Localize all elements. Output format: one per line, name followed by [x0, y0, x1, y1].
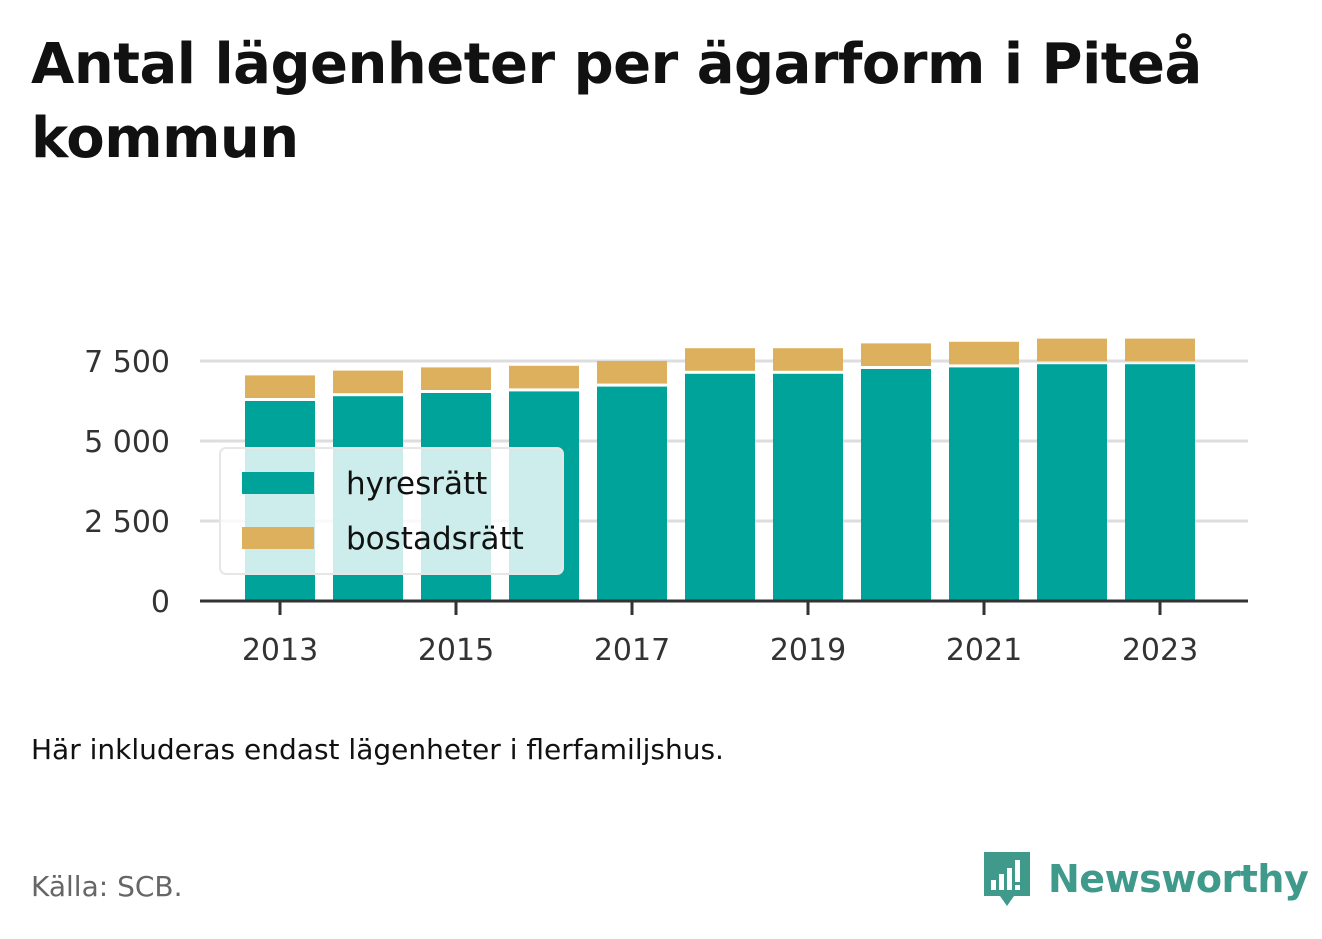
chart-source: Källa: SCB. [31, 870, 183, 903]
x-tick-label: 2015 [418, 633, 494, 668]
x-tick-label: 2023 [1122, 633, 1198, 668]
legend-swatch [242, 527, 314, 549]
chart: 0 2 500 5 000 7 500 2013 2015 2017 2019 2021 202… [84, 338, 1248, 668]
legend: hyresrätt bostadsrätt [219, 447, 564, 575]
y-tick-label: 7 500 [84, 345, 170, 380]
bar-bostadsratt-2019 [773, 348, 843, 371]
bar-bostadsratt-2013 [245, 375, 315, 398]
x-tick-label: 2019 [770, 633, 846, 668]
brand-name: Newsworthy [1048, 857, 1309, 901]
bar-bostadsratt-2017 [597, 361, 667, 384]
y-tick-label: 2 500 [84, 505, 170, 540]
bar-bostadsratt-2022 [1037, 338, 1107, 362]
bar-hyresratt-2023 [1125, 364, 1195, 601]
legend-label: bostadsrätt [346, 521, 524, 557]
legend-label: hyresrätt [346, 466, 487, 502]
bar-hyresratt-2022 [1037, 364, 1107, 601]
x-tick-label: 2021 [946, 633, 1022, 668]
x-tick-label: 2013 [242, 633, 318, 668]
bar-bostadsratt-2015 [421, 367, 491, 390]
bar-hyresratt-2019 [773, 373, 843, 601]
bar-bostadsratt-2016 [509, 365, 579, 389]
bar-bostadsratt-2020 [861, 343, 931, 366]
bar-bostadsratt-2014 [333, 370, 403, 394]
bar-hyresratt-2018 [685, 373, 755, 601]
y-axis: 0 2 500 5 000 7 500 [84, 345, 170, 620]
bar-hyresratt-2020 [861, 369, 931, 601]
brand[interactable]: Newsworthy [982, 850, 1309, 908]
y-tick-label: 5 000 [84, 425, 170, 460]
y-tick-label: 0 [151, 585, 170, 620]
bar-hyresratt-2017 [597, 386, 667, 601]
x-axis: 2013 2015 2017 2019 2021 2023 [200, 599, 1248, 668]
legend-swatch [242, 472, 314, 494]
x-tick-label: 2017 [594, 633, 670, 668]
bar-hyresratt-2021 [949, 367, 1019, 601]
chart-note: Här inkluderas endast lägenheter i flerf… [31, 733, 724, 766]
chart-title: Antal lägenheter per ägarform i Piteå ko… [31, 32, 1202, 171]
bar-bostadsratt-2018 [685, 348, 755, 371]
newsworthy-logo-icon [984, 852, 1030, 906]
bar-bostadsratt-2023 [1125, 338, 1195, 362]
bar-bostadsratt-2021 [949, 341, 1019, 365]
